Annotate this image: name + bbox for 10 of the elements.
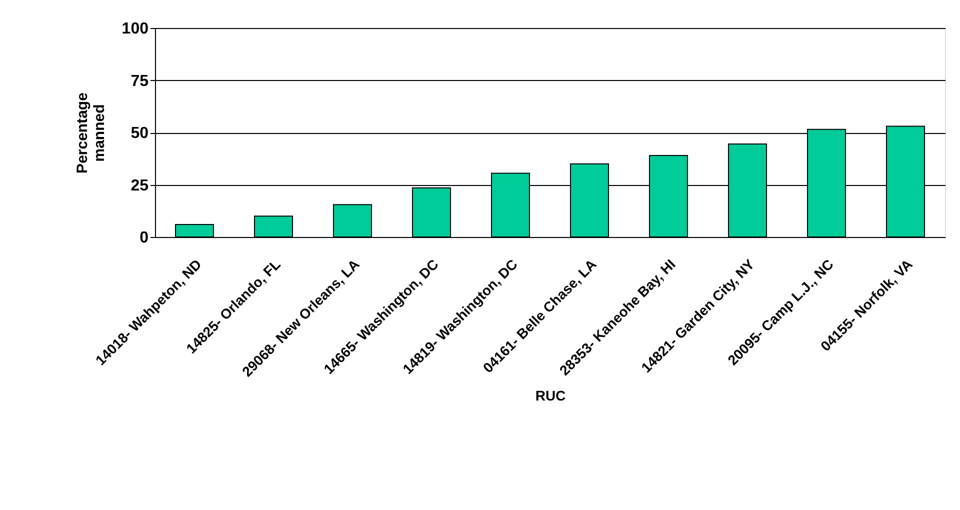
bar <box>175 224 214 238</box>
y-axis-title: Percentage manned <box>74 92 108 174</box>
x-axis-title: RUC <box>535 388 566 404</box>
bar <box>254 216 293 238</box>
y-tick-label: 50 <box>130 125 149 142</box>
y-tick-label: 25 <box>130 177 149 194</box>
y-tick-label: 100 <box>122 20 149 38</box>
bar <box>333 204 372 238</box>
y-tick-label: 0 <box>140 230 149 246</box>
y-tick-label: 75 <box>130 72 149 90</box>
